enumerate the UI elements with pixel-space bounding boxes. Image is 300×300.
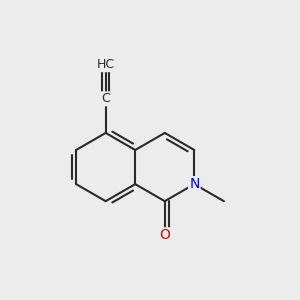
Text: N: N: [189, 177, 200, 191]
Text: C: C: [101, 92, 110, 105]
Text: O: O: [159, 228, 170, 242]
Text: HC: HC: [97, 58, 115, 71]
